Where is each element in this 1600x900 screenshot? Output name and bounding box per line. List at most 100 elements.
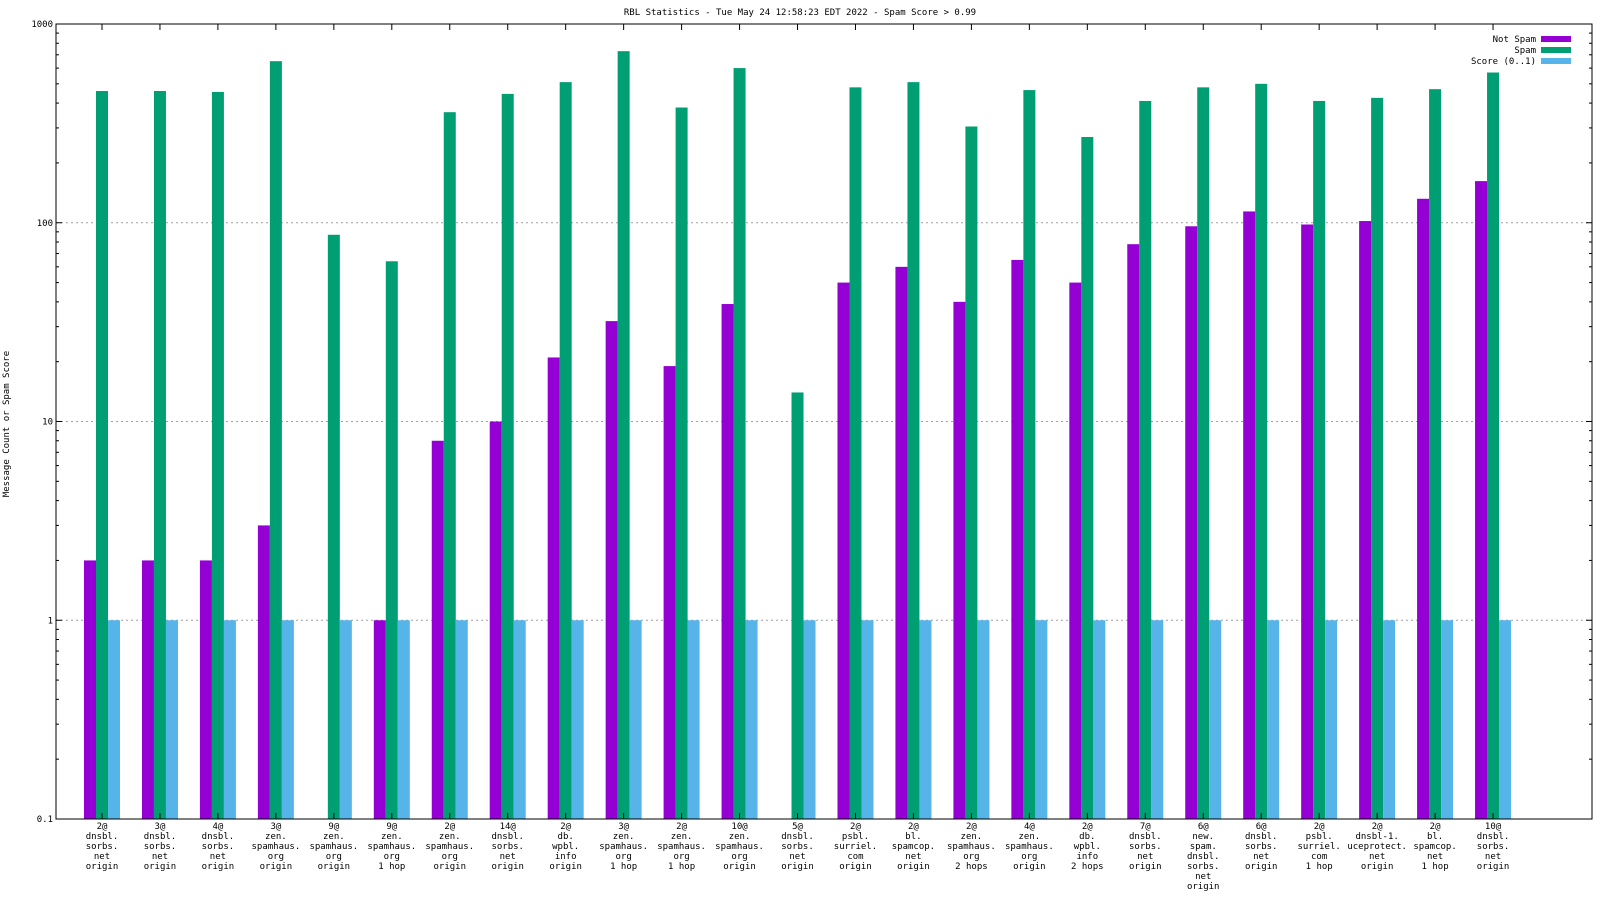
bar-score-0-1-7 [513, 620, 526, 819]
bar-score-0-1-3 [281, 620, 294, 819]
x-tick-label-line: org [731, 852, 747, 862]
bar-score-0-1-2 [223, 620, 236, 819]
bar-spam-11 [733, 68, 746, 820]
x-tick-label-line: spamhaus. [947, 842, 996, 852]
x-tick-label-line: sorbs. [1129, 842, 1162, 852]
bar-not-spam-0 [84, 560, 96, 819]
bar-not-spam-23 [1417, 198, 1430, 819]
x-tick-label-line: 2@ [676, 822, 687, 832]
x-tick-label-line: 5@ [792, 822, 803, 832]
bar-not-spam-7 [489, 421, 502, 819]
bar-score-0-1-4 [339, 620, 352, 819]
x-tick-label-line: uceprotect. [1347, 842, 1407, 852]
x-tick-label-line: zen. [1019, 832, 1041, 842]
x-tick-label-line: dnsbl. [491, 832, 524, 842]
x-tick-label-line: net [1137, 852, 1153, 862]
bar-spam-4 [327, 234, 340, 819]
bar-spam-1 [153, 91, 166, 820]
x-tick-label-line: dnsbl-1. [1355, 832, 1398, 842]
x-tick-label-19: 6@ new. spam. dnsbl. sorbs. net origin [1187, 822, 1220, 892]
x-tick-label-line: origin [86, 862, 119, 872]
x-tick-label-line: 2@ [850, 822, 861, 832]
legend-label-2: Score (0..1) [1471, 57, 1536, 67]
x-tick-label-15: 2@ zen. spamhaus. org 2 hops [947, 822, 996, 872]
x-tick-label-line: surriel. [834, 842, 877, 852]
bar-score-0-1-20 [1267, 620, 1280, 819]
x-tick-label-line: 2 hops [955, 862, 988, 872]
x-tick-label-line: origin [1477, 862, 1510, 872]
x-tick-label-line: zen. [265, 832, 287, 842]
x-tick-label-line: 2 hops [1071, 862, 1104, 872]
bar-not-spam-13 [837, 282, 850, 819]
x-tick-label-line: zen. [613, 832, 635, 842]
x-tick-label-line: dnsbl. [1187, 852, 1220, 862]
x-tick-label-line: spam. [1190, 842, 1217, 852]
x-tick-label-0: 2@ dnsbl. sorbs. net origin [86, 822, 119, 872]
bar-score-0-1-18 [1151, 620, 1164, 819]
x-tick-label-line: net [210, 852, 226, 862]
y-tick-label: 100 [37, 219, 53, 229]
bar-score-0-1-5 [397, 620, 410, 819]
x-tick-label-line: 2@ [1372, 822, 1383, 832]
x-tick-label-line: zen. [323, 832, 345, 842]
x-tick-label-line: origin [144, 862, 177, 872]
bar-score-0-1-9 [629, 620, 642, 819]
bar-spam-21 [1313, 100, 1326, 819]
x-tick-label-line: 3@ [618, 822, 629, 832]
x-tick-label-line: 3@ [155, 822, 166, 832]
x-tick-label-line: dnsbl. [144, 832, 177, 842]
bar-spam-0 [96, 91, 108, 820]
x-tick-label-line: zen. [381, 832, 403, 842]
x-tick-label-line: wpbl. [552, 842, 579, 852]
x-tick-label-line: 1 hop [1422, 862, 1449, 872]
x-tick-label-22: 2@ dnsbl-1. uceprotect. net origin [1347, 822, 1407, 872]
x-tick-label-20: 6@ dnsbl. sorbs. net origin [1245, 822, 1278, 872]
x-tick-label-line: spamcop. [892, 842, 935, 852]
x-tick-label-line: net [1485, 852, 1501, 862]
x-tick-label-line: dnsbl. [1129, 832, 1162, 842]
x-tick-label-line: net [1427, 852, 1443, 862]
x-tick-label-line: zen. [961, 832, 983, 842]
x-tick-label-line: origin [260, 862, 293, 872]
x-tick-label-line: 10@ [731, 822, 748, 832]
bar-spam-19 [1197, 87, 1210, 820]
x-tick-label-line: sorbs. [491, 842, 524, 852]
y-axis-label: Message Count or Spam Score [2, 351, 12, 497]
x-tick-label-line: dnsbl. [202, 832, 235, 842]
x-tick-label-line: sorbs. [202, 842, 235, 852]
x-tick-label-3: 3@ zen. spamhaus. org origin [251, 822, 300, 872]
y-tick-label: 10 [42, 418, 53, 428]
bar-spam-13 [849, 87, 862, 820]
x-tick-label-line: 1 hop [1306, 862, 1333, 872]
bar-spam-22 [1371, 97, 1384, 820]
x-tick-label-11: 10@ zen. spamhaus. org origin [715, 822, 764, 872]
x-tick-label-line: 2@ [908, 822, 919, 832]
x-tick-label-7: 14@ dnsbl. sorbs. net origin [491, 822, 524, 872]
bar-score-0-1-19 [1209, 620, 1222, 819]
x-tick-label-line: new. [1192, 832, 1214, 842]
bar-spam-7 [501, 93, 514, 820]
x-tick-label-line: 6@ [1256, 822, 1267, 832]
legend-label-1: Spam [1514, 46, 1536, 56]
x-tick-label-line: net [789, 852, 805, 862]
x-tick-label-line: 6@ [1198, 822, 1209, 832]
x-tick-label-line: com [847, 852, 863, 862]
x-tick-label-line: surriel. [1297, 842, 1340, 852]
bar-spam-17 [1081, 137, 1094, 819]
x-tick-label-line: origin [839, 862, 872, 872]
x-tick-label-line: 2@ [97, 822, 108, 832]
bar-spam-3 [269, 61, 282, 819]
x-tick-label-line: 2@ [560, 822, 571, 832]
x-tick-label-line: org [1021, 852, 1037, 862]
x-tick-label-line: origin [202, 862, 235, 872]
legend-label-0: Not Spam [1493, 35, 1536, 45]
x-tick-label-line: net [905, 852, 921, 862]
x-tick-label-line: origin [1013, 862, 1046, 872]
x-tick-label-12: 5@ dnsbl. sorbs. net origin [781, 822, 814, 872]
x-tick-label-line: org [616, 852, 632, 862]
x-tick-label-line: origin [549, 862, 582, 872]
bar-not-spam-1 [141, 560, 154, 819]
x-tick-label-line: net [152, 852, 168, 862]
bar-score-0-1-14 [919, 620, 932, 819]
